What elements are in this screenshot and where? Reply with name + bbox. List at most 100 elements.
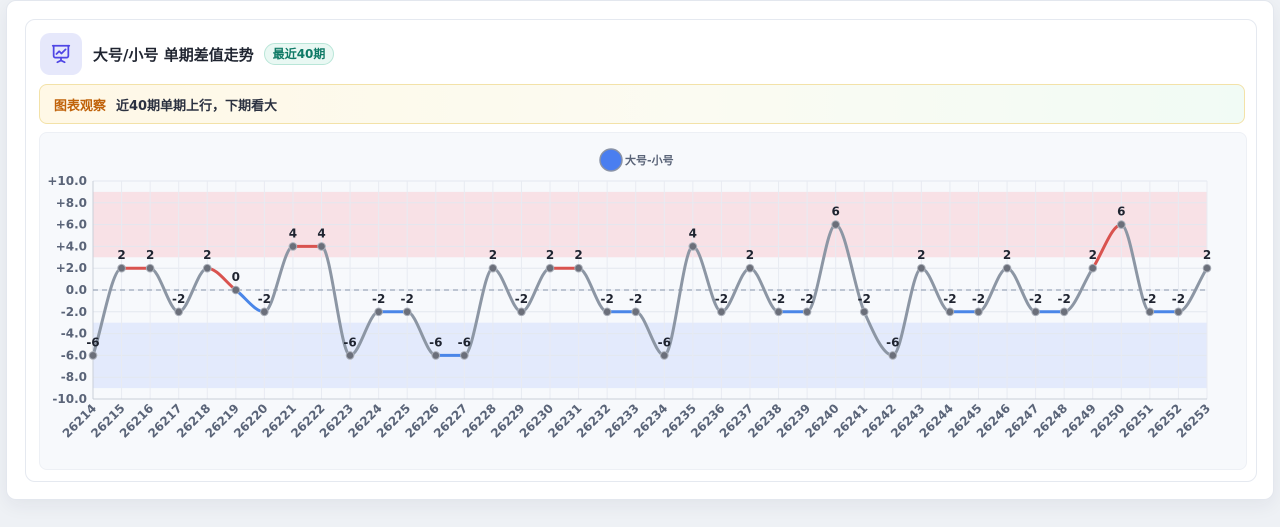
data-label: -2 [600,292,613,306]
data-label: -6 [429,335,442,349]
y-tick-label: +8.0 [56,196,87,210]
legend-label: 大号-小号 [625,153,674,167]
data-point [1088,263,1098,273]
presentation-chart-icon [40,33,82,75]
y-tick-label: +2.0 [56,261,87,275]
data-label: 4 [317,226,325,240]
difference-line-chart: -6 2 2 -2 2 0 -2 4 4 -6 -2 -2 -6 -6 2 -2 2 2 -2 -2 -6 4 -2 2 -2 -… [47,148,1213,441]
data-point [88,351,98,360]
legend-marker [599,148,623,172]
data-point [202,263,212,273]
data-point [974,307,983,317]
data-label: -2 [629,292,642,306]
data-label: 2 [203,248,211,262]
data-label: -2 [1058,292,1071,306]
data-label: -2 [715,292,728,306]
data-point [1145,307,1155,317]
data-label: 2 [574,248,582,262]
data-label: 6 [831,205,839,219]
y-tick-label: -10.0 [52,392,87,406]
data-label: -2 [772,292,785,306]
data-label: -2 [401,292,414,306]
data-label: 2 [117,248,125,262]
data-point [888,351,898,360]
observation-note: 图表观察 近40期单期上行，下期看大 [39,84,1245,124]
data-label: -2 [172,292,185,306]
data-point [802,307,812,317]
data-point [1002,263,1012,273]
y-tick-label: -6.0 [61,348,87,362]
y-tick-label: +6.0 [56,218,87,232]
data-label: -6 [658,335,671,349]
data-label: -2 [515,292,528,306]
data-label: 2 [1003,248,1011,262]
data-label: -2 [1172,292,1185,306]
data-label: 4 [689,226,697,240]
data-point [1059,307,1069,317]
data-point [859,307,869,317]
data-point [774,307,783,317]
data-point [288,242,298,251]
data-label: 2 [146,248,154,262]
data-point [460,351,469,360]
data-point [117,263,126,273]
data-label: -2 [858,292,871,306]
data-point [717,307,726,317]
data-label: 2 [489,248,497,262]
data-label: -2 [1029,292,1042,306]
data-point [174,307,183,317]
data-point [574,263,583,273]
data-point [917,263,926,273]
data-point [231,285,241,295]
data-label: -2 [972,292,985,306]
data-label: 2 [546,248,554,262]
data-label: -6 [86,335,99,349]
data-point [945,307,955,317]
data-point [517,307,526,317]
data-label: -2 [943,292,956,306]
y-tick-label: +10.0 [47,174,87,188]
data-point [688,242,698,251]
data-point [745,263,755,273]
y-tick-label: +4.0 [56,239,87,253]
data-point [488,263,498,273]
observation-label: 图表观察 [54,98,107,114]
data-point [1174,307,1183,317]
data-label: -2 [258,292,271,306]
page-frame: 大号/小号 单期差值走势 最近40期 图表观察 近40期单期上行，下期看大 -6… [6,0,1274,500]
line-segment [320,244,352,357]
data-label: 2 [917,248,925,262]
data-point [831,220,840,229]
trend-card: 大号/小号 单期差值走势 最近40期 图表观察 近40期单期上行，下期看大 -6… [25,19,1257,482]
data-label: 2 [1089,248,1097,262]
data-label: -6 [458,335,471,349]
data-point [431,351,441,360]
data-label: -2 [372,292,385,306]
data-label: -2 [800,292,813,306]
data-label: 2 [1203,248,1211,262]
data-point [659,351,669,360]
data-label: 4 [289,226,297,240]
observation-text: 近40期单期上行，下期看大 [116,98,278,114]
y-tick-label: -4.0 [61,327,87,341]
data-point [145,263,155,273]
line-segment [662,244,695,357]
data-label: 6 [1117,205,1125,219]
data-point [545,263,555,273]
data-point [374,307,383,317]
data-label: -2 [1143,292,1156,306]
data-point [631,307,641,317]
chart-panel: -6 2 2 -2 2 0 -2 4 4 -6 -2 -2 -6 -6 2 -2 2 2 -2 -2 -6 4 -2 2 -2 -… [39,132,1247,470]
data-label: 0 [232,270,240,284]
data-label: 2 [746,248,754,262]
data-point [260,307,269,317]
data-point [345,351,355,360]
period-badge: 最近40期 [263,43,335,65]
data-point [317,242,326,251]
y-tick-label: -8.0 [61,370,87,384]
y-tick-label: 0.0 [66,283,87,297]
data-point [1202,263,1212,273]
card-header: 大号/小号 单期差值走势 最近40期 [40,33,335,75]
data-label: -6 [343,335,356,349]
data-point [1117,220,1126,229]
